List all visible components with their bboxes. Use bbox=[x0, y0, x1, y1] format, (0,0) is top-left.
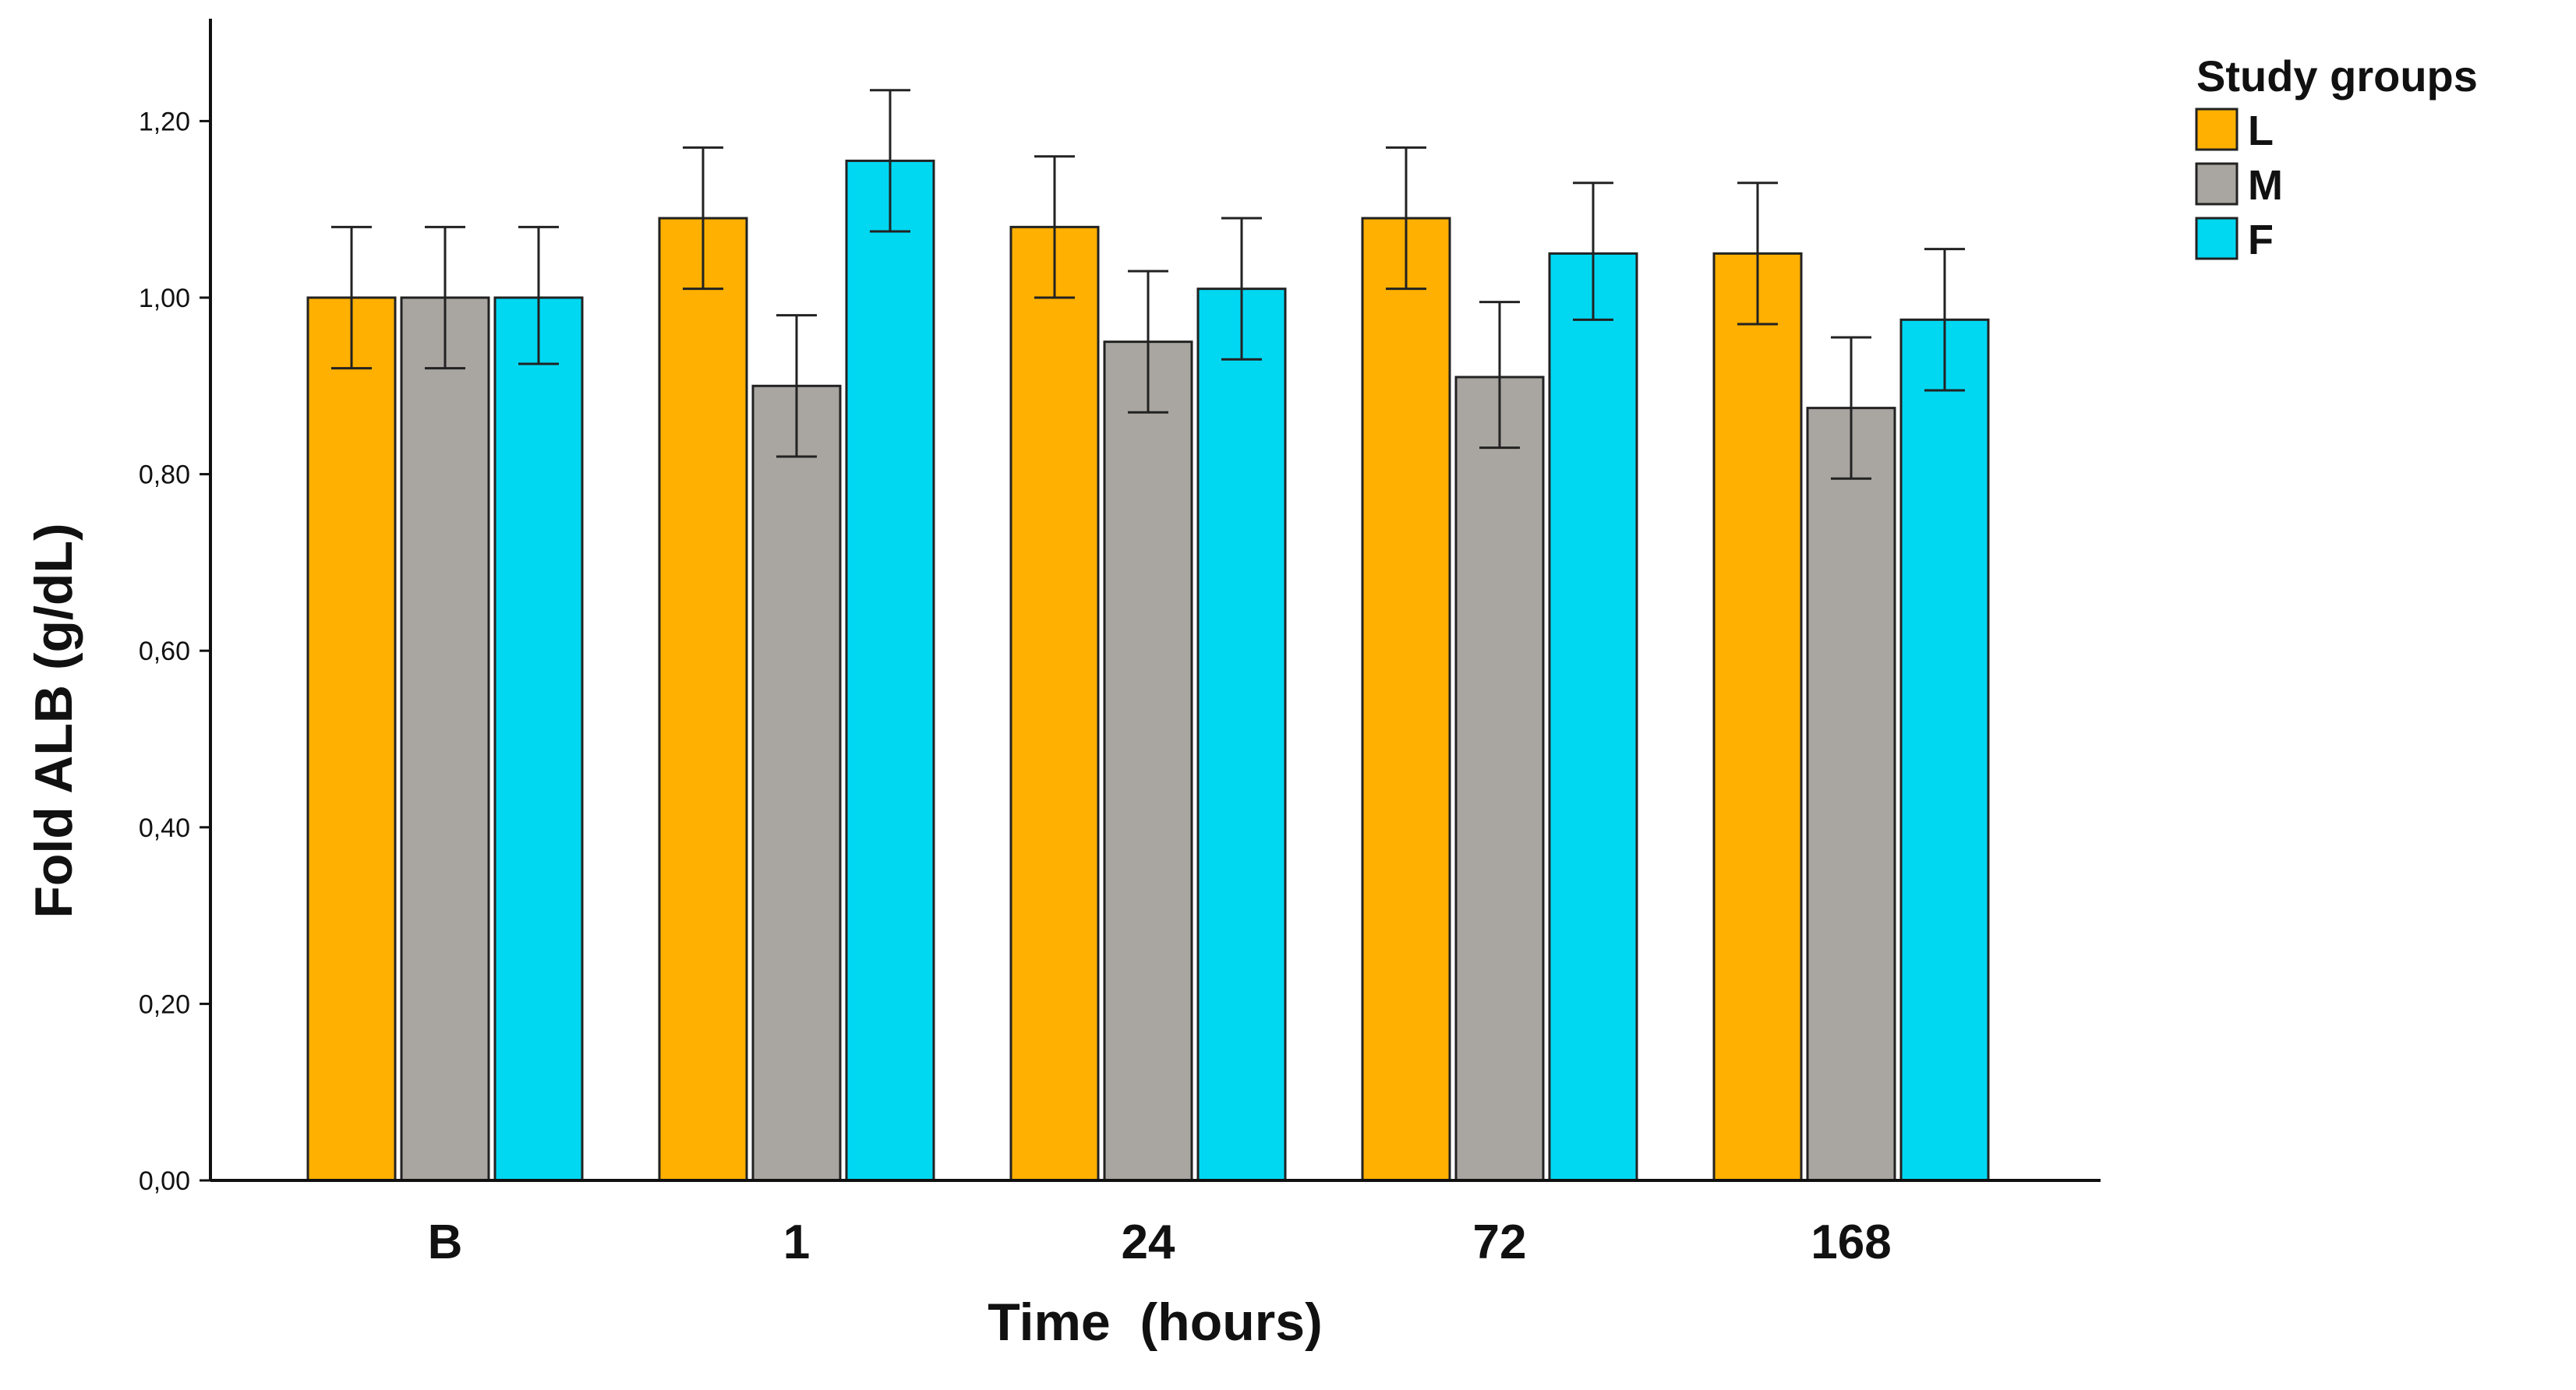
x-category-label: 1 bbox=[783, 1215, 810, 1269]
y-tick-label: 0,40 bbox=[139, 813, 190, 843]
bar-F-24 bbox=[1196, 288, 1287, 1182]
legend-label-M: M bbox=[2248, 162, 2283, 209]
legend-swatch-L bbox=[2195, 108, 2239, 151]
y-tick-label: 1,20 bbox=[139, 107, 190, 136]
bar-F-B bbox=[493, 296, 584, 1182]
x-category-label: 72 bbox=[1473, 1215, 1527, 1269]
y-tick-label: 1,00 bbox=[139, 284, 190, 313]
bar-F-168 bbox=[1899, 318, 1990, 1182]
bar-L-B bbox=[306, 296, 397, 1182]
bar-M-72 bbox=[1454, 376, 1545, 1182]
x-category-label: 24 bbox=[1122, 1215, 1175, 1269]
legend-swatch-F bbox=[2195, 217, 2239, 260]
bar-F-72 bbox=[1548, 252, 1638, 1182]
legend-label-F: F bbox=[2248, 217, 2274, 263]
x-category-label: 168 bbox=[1811, 1215, 1891, 1269]
legend-title: Study groups bbox=[2196, 51, 2478, 101]
bar-M-1 bbox=[751, 384, 842, 1182]
bar-L-24 bbox=[1009, 225, 1100, 1182]
legend: Study groups LMF bbox=[2195, 51, 2478, 263]
y-axis-ticks: 0,00 0,20 0,40 0,60 0,80 1,00 1,20 bbox=[139, 107, 210, 1196]
bars-group bbox=[306, 159, 1990, 1182]
bar-L-168 bbox=[1712, 252, 1803, 1182]
x-axis-title: Time (hours) bbox=[988, 1293, 1322, 1352]
legend-label-L: L bbox=[2248, 108, 2274, 154]
bar-F-1 bbox=[845, 159, 935, 1182]
error-bars-group bbox=[331, 89, 1965, 480]
y-tick-label: 0,60 bbox=[139, 637, 190, 666]
legend-swatch-M bbox=[2195, 162, 2239, 206]
bar-L-72 bbox=[1361, 217, 1451, 1182]
x-axis-category-labels: B 1 24 72 168 bbox=[428, 1215, 1892, 1269]
bar-M-168 bbox=[1806, 407, 1896, 1182]
bar-M-B bbox=[400, 296, 490, 1182]
bar-L-1 bbox=[658, 217, 748, 1182]
y-tick-label: 0,80 bbox=[139, 460, 190, 490]
x-category-label: B bbox=[428, 1215, 463, 1269]
bar-M-24 bbox=[1103, 340, 1193, 1182]
y-axis-title: Fold ALB (g/dL) bbox=[24, 523, 83, 918]
y-tick-label: 0,00 bbox=[139, 1166, 190, 1196]
y-tick-label: 0,20 bbox=[139, 990, 190, 1019]
